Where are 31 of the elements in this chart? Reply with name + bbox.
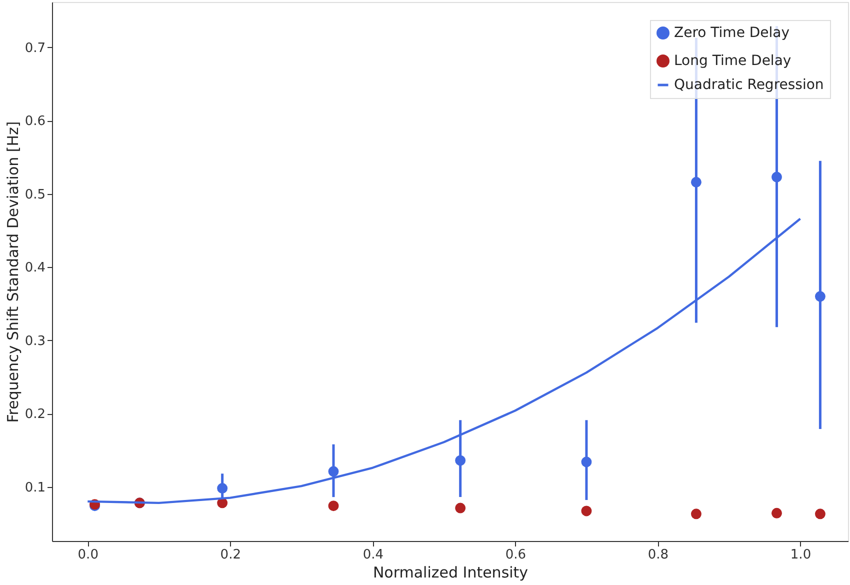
legend-label: Long Time Delay <box>674 53 792 69</box>
y-tick-label: 0.5 <box>24 187 46 202</box>
y-tick-label: 0.6 <box>24 114 46 130</box>
y-tick-label: 0.3 <box>24 334 46 349</box>
y-tick-label: 0.4 <box>24 260 46 276</box>
point <box>690 508 702 520</box>
x-tick-label: 0.0 <box>78 548 98 562</box>
point <box>328 466 339 477</box>
y-tick-label: 0.2 <box>24 407 46 422</box>
x-tick-label: 0.8 <box>648 548 669 562</box>
point <box>814 291 826 302</box>
point <box>690 176 702 188</box>
point <box>455 455 466 466</box>
point <box>814 508 826 520</box>
x-tick-label: 0.4 <box>362 548 384 562</box>
x-tick-label: 0.6 <box>505 548 526 562</box>
point <box>581 456 592 468</box>
legend-label: Quadratic Regression <box>674 77 824 93</box>
point <box>217 483 228 494</box>
point <box>771 172 782 182</box>
y-axis-title: Frequency Shift Standard Deviation [Hz] <box>4 121 22 423</box>
x-tick-label: 1.0 <box>790 548 812 562</box>
x-axis-title: Normalized Intensity <box>372 564 528 582</box>
point <box>455 502 466 514</box>
y-tick-label: 0.7 <box>24 40 46 56</box>
x-tick-label: 0.2 <box>220 548 241 562</box>
point <box>328 500 339 512</box>
point <box>581 506 592 516</box>
legend-label: Zero Time Delay <box>674 25 790 41</box>
point <box>771 508 782 518</box>
y-tick-label: 0.1 <box>24 480 46 496</box>
